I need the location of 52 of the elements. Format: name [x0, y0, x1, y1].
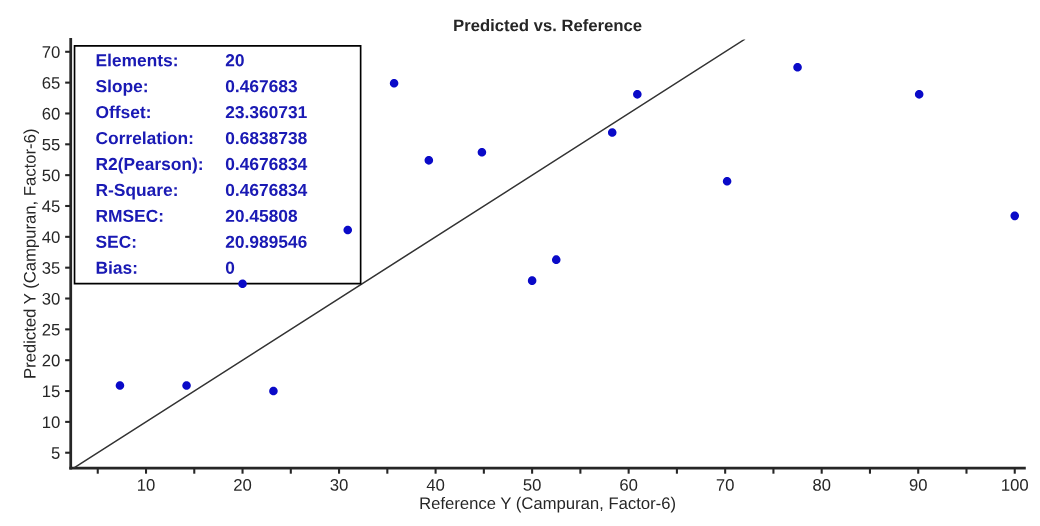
text: Offset: 23.360731 [96, 105, 307, 119]
point [607, 128, 617, 137]
point [477, 148, 487, 157]
text: Bias: 0 [96, 261, 235, 274]
y-tick-label: 70 [42, 46, 60, 58]
x-tick-label: 70 [716, 479, 734, 491]
y-tick-label: 10 [43, 416, 60, 429]
chart-title: Predicted vs. Reference [454, 19, 642, 32]
y-axis-title: Predicted Y (Campuran, Factor-6) [23, 129, 39, 378]
y-tick-label: 50 [42, 169, 60, 182]
y-tick-label: 55 [42, 138, 60, 151]
y-tick-label: 65 [42, 77, 60, 89]
y-tick-label: 30 [42, 292, 60, 305]
point [914, 90, 924, 99]
y-tick-label: 60 [42, 107, 60, 120]
x-tick-label: 20 [234, 479, 252, 491]
x-tick-label: 30 [330, 479, 348, 491]
point [1010, 211, 1020, 221]
x-axis-title: Reference Y (Campuran, Factor-6) [420, 496, 675, 513]
point [182, 381, 191, 390]
point [633, 90, 642, 99]
text: Elements: 20 [96, 53, 244, 67]
text: RMSEC: 20.45808 [96, 209, 298, 223]
x-tick-label: 40 [426, 479, 445, 491]
x-tick-label: 10 [138, 479, 155, 491]
x-tick-label: 100 [1002, 479, 1028, 491]
point [722, 177, 732, 186]
text: Slope: 0.467683 [96, 79, 297, 96]
y-tick-label: 5 [51, 447, 60, 459]
point [424, 156, 434, 165]
text: Correlation: 0.6838738 [96, 131, 307, 145]
point [551, 255, 561, 264]
x-tick-label: 60 [620, 479, 638, 491]
y-tick-label: 35 [42, 262, 60, 274]
x-tick-label: 80 [813, 479, 831, 491]
text: R2(Pearson): 0.4676834 [96, 157, 308, 174]
y-tick-label: 45 [42, 200, 60, 213]
text: R-Square: 0.4676834 [96, 183, 308, 200]
point [343, 225, 353, 235]
point [389, 78, 399, 88]
y-tick-label: 25 [42, 323, 60, 336]
y-tick-label: 20 [42, 354, 60, 367]
y-tick-label: 40 [42, 231, 60, 244]
y-tick-label: 15 [43, 385, 60, 398]
point [115, 381, 125, 390]
point [527, 276, 537, 285]
point [238, 279, 247, 288]
point [269, 386, 278, 396]
x-tick-label: 50 [523, 479, 541, 491]
text: SEC: 20.989546 [96, 235, 307, 248]
point [793, 62, 802, 72]
x-tick-label: 90 [909, 479, 927, 491]
